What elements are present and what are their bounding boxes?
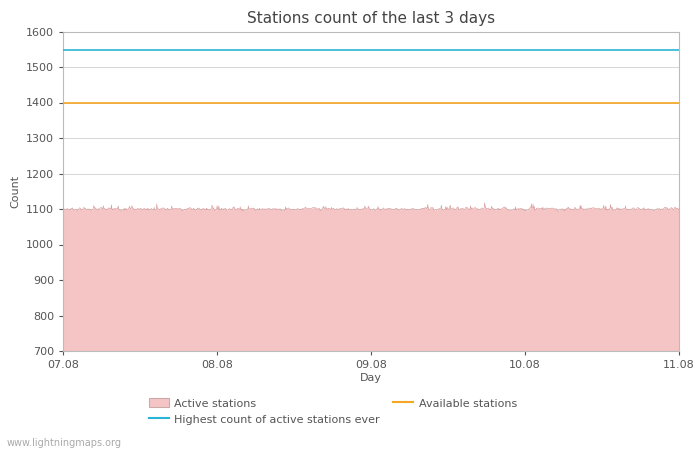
X-axis label: Day: Day [360, 373, 382, 383]
Y-axis label: Count: Count [10, 175, 20, 208]
Title: Stations count of the last 3 days: Stations count of the last 3 days [247, 11, 495, 26]
Legend: Active stations, Highest count of active stations ever, Available stations: Active stations, Highest count of active… [148, 398, 517, 424]
Text: www.lightningmaps.org: www.lightningmaps.org [7, 438, 122, 448]
